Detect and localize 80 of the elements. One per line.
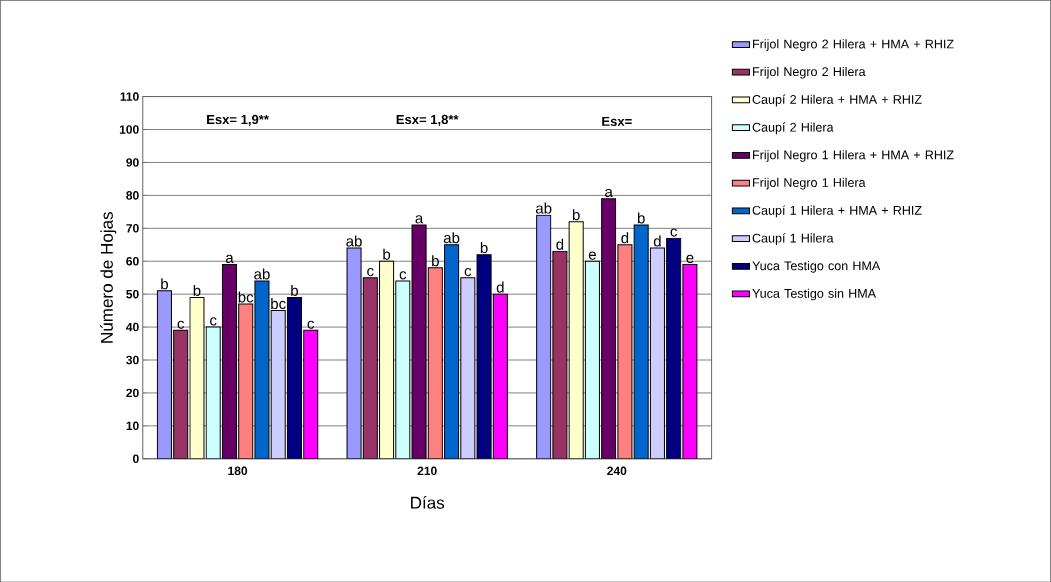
data-label: c bbox=[210, 317, 217, 326]
data-label: b bbox=[432, 255, 439, 267]
data-label: b bbox=[193, 284, 201, 296]
data-label: ab bbox=[254, 268, 270, 280]
y-tick-label: 0 bbox=[133, 454, 139, 463]
y-tick-label: 70 bbox=[126, 223, 139, 233]
data-label: c bbox=[367, 267, 374, 276]
bar bbox=[362, 276, 378, 459]
data-label: c bbox=[177, 320, 185, 329]
legend-label: Frijol Negro 2 Hilera bbox=[753, 66, 866, 79]
y-tick-label: 30 bbox=[126, 355, 139, 365]
y-tick-label: 60 bbox=[126, 256, 139, 266]
data-label: d bbox=[621, 231, 629, 244]
annotation: Esx= 1,9** bbox=[207, 114, 269, 126]
y-tick-label: 110 bbox=[120, 92, 139, 101]
data-label: b bbox=[291, 284, 299, 296]
y-tick-label: 40 bbox=[126, 322, 139, 332]
bar bbox=[584, 260, 600, 459]
data-label: ab bbox=[443, 231, 460, 244]
data-label: bc bbox=[238, 291, 254, 303]
legend-label: Yuca Testigo sin HMA bbox=[752, 288, 877, 301]
y-tick-label: 20 bbox=[126, 388, 139, 397]
bar bbox=[568, 220, 584, 459]
legend-label: Frijol Negro 2 Hilera + HMA + RHIZ bbox=[753, 39, 954, 51]
x-tick-label: 240 bbox=[607, 466, 627, 475]
data-label: ab bbox=[346, 235, 362, 247]
bar bbox=[221, 263, 237, 459]
bar bbox=[395, 280, 411, 459]
legend-label: Caupí 2 Hilera bbox=[752, 122, 834, 134]
data-label: b bbox=[637, 212, 645, 224]
legend-label: Caupí 1 Hilera + HMA + RHIZ bbox=[752, 205, 922, 218]
legend-label: Yuca Testigo con HMA bbox=[752, 260, 881, 273]
x-tick-label: 180 bbox=[228, 466, 248, 475]
bar bbox=[238, 303, 254, 459]
bar bbox=[286, 296, 302, 459]
legend-label: Caupí 2 Hilera + HMA + RHIZ bbox=[752, 94, 922, 107]
bar bbox=[649, 247, 665, 459]
bar bbox=[460, 276, 476, 459]
data-label: c bbox=[464, 267, 472, 276]
data-label: c bbox=[399, 271, 407, 280]
data-label: c bbox=[670, 228, 678, 237]
data-label: d bbox=[496, 281, 504, 293]
bar bbox=[205, 326, 221, 459]
legend-label: Caupí 1 Hilera bbox=[752, 232, 834, 245]
legend-label: Frijol Negro 1 Hilera + HMA + RHIZ bbox=[753, 149, 954, 162]
legend-label: Frijol Negro 1 Hilera bbox=[753, 177, 866, 190]
bar bbox=[633, 224, 649, 459]
annotation: Esx= bbox=[602, 116, 632, 126]
data-label: ab bbox=[535, 202, 552, 214]
y-tick-label: 90 bbox=[126, 157, 139, 167]
x-tick-label: 210 bbox=[417, 466, 437, 475]
x-axis-title: Días bbox=[411, 495, 445, 509]
data-label: b bbox=[480, 241, 488, 253]
data-label: a bbox=[605, 188, 613, 197]
bar bbox=[427, 267, 443, 459]
data-label: e bbox=[588, 251, 596, 260]
y-axis-title: Número de Hojas bbox=[100, 211, 117, 343]
annotation: Esx= 1,8** bbox=[396, 114, 459, 126]
data-label: b bbox=[161, 278, 168, 290]
bar bbox=[536, 214, 552, 459]
bar bbox=[444, 244, 460, 459]
y-tick-label: 10 bbox=[126, 421, 139, 430]
bar bbox=[173, 329, 189, 459]
data-label: a bbox=[225, 254, 234, 263]
bar bbox=[270, 309, 286, 459]
data-label: d bbox=[653, 235, 661, 247]
data-label: d bbox=[556, 238, 564, 250]
bar bbox=[379, 260, 395, 459]
data-label: bc bbox=[271, 297, 286, 309]
data-label: b bbox=[383, 248, 391, 260]
y-tick-label: 80 bbox=[126, 190, 139, 200]
data-label: a bbox=[415, 215, 424, 224]
data-label: e bbox=[686, 254, 694, 263]
bar bbox=[601, 197, 617, 459]
bar bbox=[156, 290, 172, 459]
bar bbox=[666, 237, 682, 459]
y-tick-label: 100 bbox=[119, 125, 139, 134]
data-label: c bbox=[307, 320, 315, 329]
y-tick-label: 50 bbox=[126, 289, 139, 299]
data-label: b bbox=[572, 208, 580, 220]
